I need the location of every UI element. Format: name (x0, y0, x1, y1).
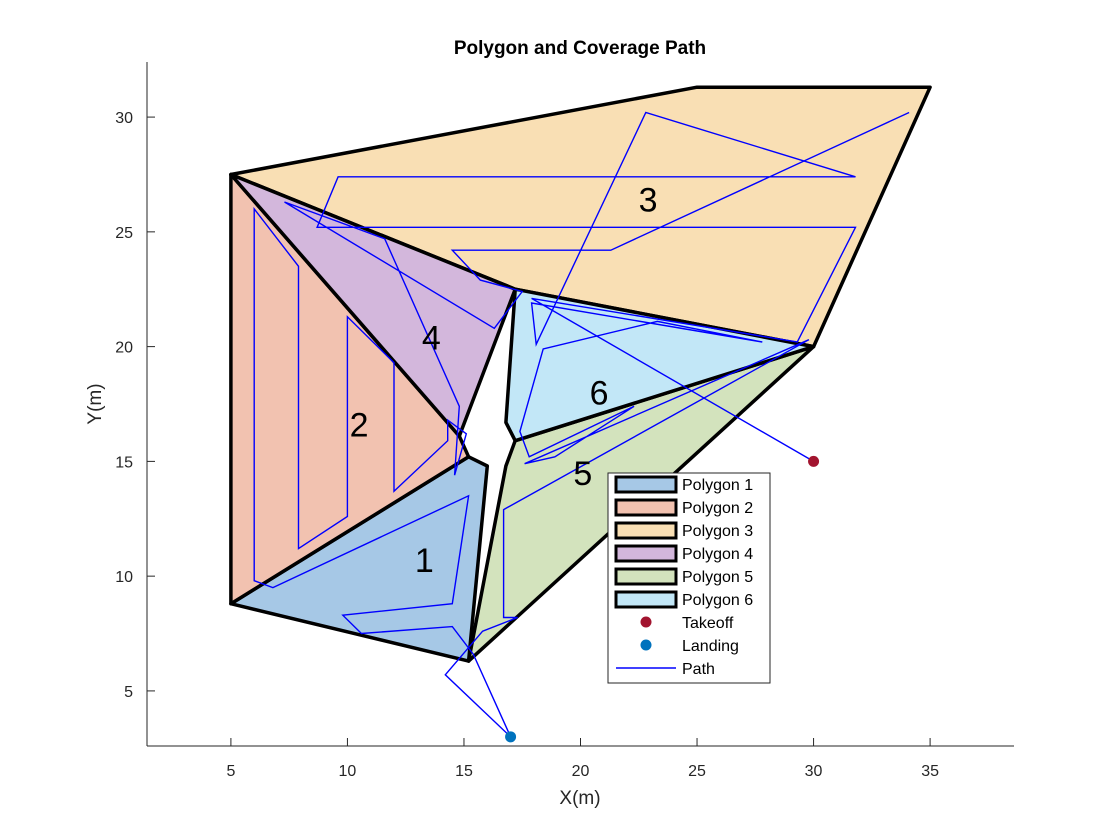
legend-item-landing: Landing (640, 638, 739, 655)
legend-label: Polygon 2 (682, 500, 753, 517)
x-tick-label: 5 (226, 763, 235, 780)
legend-swatch (614, 475, 678, 494)
x-tick-label: 25 (688, 763, 706, 780)
polygon-label-5: 5 (573, 455, 592, 493)
x-ticks: 5 10 15 20 25 30 35 (226, 738, 939, 780)
y-tick-label: 10 (115, 569, 133, 586)
path-layer (253, 111, 910, 738)
y-tick-label: 25 (115, 225, 133, 242)
legend-item-polygon-1: Polygon 1 (614, 475, 753, 494)
legend-label: Path (682, 661, 715, 678)
y-tick-label: 15 (115, 454, 133, 471)
y-tick-label: 30 (115, 110, 133, 127)
x-tick-label: 10 (339, 763, 357, 780)
x-tick-label: 15 (455, 763, 473, 780)
polygon-label-4: 4 (422, 319, 441, 357)
polygon-labels-layer: 1 2 3 4 5 6 (350, 182, 658, 580)
polygon-label-6: 6 (590, 375, 609, 413)
legend-label: Polygon 5 (682, 569, 753, 586)
legend-marker (640, 616, 652, 628)
y-axis-label: Y(m) (85, 383, 106, 424)
x-tick-label: 20 (572, 763, 590, 780)
legend-label: Takeoff (682, 615, 734, 632)
legend-label: Polygon 1 (682, 477, 753, 494)
chart-title: Polygon and Coverage Path (454, 38, 706, 59)
legend-item-polygon-4: Polygon 4 (614, 544, 753, 563)
x-tick-label: 30 (805, 763, 823, 780)
legend-marker (640, 639, 652, 651)
legend-item-polygon-2: Polygon 2 (614, 498, 753, 517)
polygon-label-2: 2 (350, 407, 369, 445)
legend: Polygon 1 Polygon 2 Polygon 3 Polygon 4 Poly… (607, 472, 771, 684)
legend-item-polygon-3: Polygon 3 (614, 521, 753, 540)
legend-label: Polygon 3 (682, 523, 753, 540)
landing-marker (505, 731, 517, 743)
polygon-6 (504, 287, 816, 443)
x-axis-label: X(m) (559, 788, 600, 809)
takeoff-marker (808, 455, 820, 467)
polygon-label-3: 3 (639, 182, 658, 220)
y-tick-label: 20 (115, 340, 133, 357)
legend-swatch (614, 521, 678, 540)
legend-swatch (614, 498, 678, 517)
legend-item-polygon-5: Polygon 5 (614, 567, 753, 586)
markers-layer (505, 455, 820, 743)
coverage-path-line (253, 111, 910, 738)
legend-swatch (614, 590, 678, 609)
y-tick-label: 5 (124, 684, 133, 701)
plot-area: 1 2 3 4 5 6 (229, 85, 932, 743)
legend-item-takeoff: Takeoff (640, 615, 734, 632)
legend-swatch (614, 544, 678, 563)
legend-item-path: Path (616, 661, 715, 678)
x-tick-label: 35 (921, 763, 939, 780)
legend-swatch (614, 567, 678, 586)
legend-label: Landing (682, 638, 739, 655)
y-ticks: 5 10 15 20 25 30 (115, 110, 155, 701)
legend-label: Polygon 6 (682, 592, 753, 609)
legend-label: Polygon 4 (682, 546, 753, 563)
legend-item-polygon-6: Polygon 6 (614, 590, 753, 609)
polygon-label-1: 1 (415, 542, 434, 580)
